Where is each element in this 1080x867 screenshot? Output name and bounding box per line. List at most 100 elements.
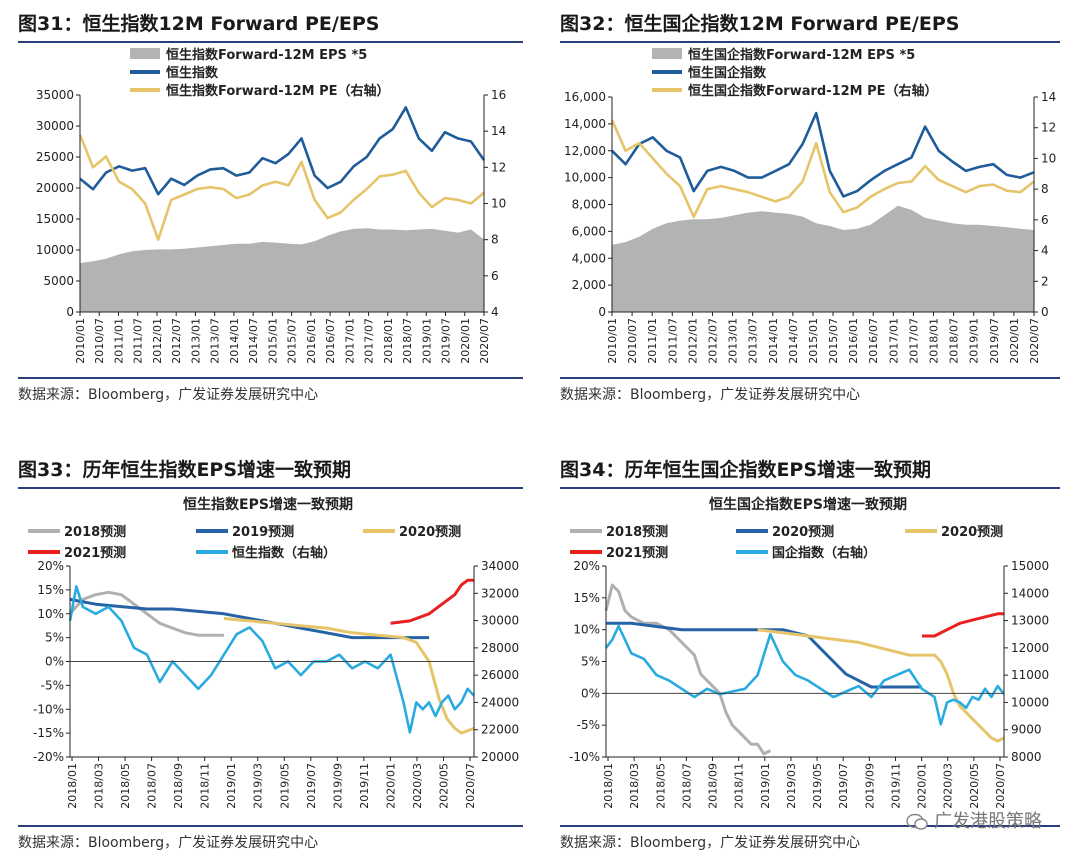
y-tick-label-right: 15000 (1011, 559, 1049, 573)
legend-label: 2020预测 (399, 524, 461, 540)
x-tick-label: 2010/01 (606, 318, 619, 364)
chart-svg: 恒生指数Forward-12M EPS *5 恒生指数恒生指数Forward-12… (36, 47, 506, 364)
x-tick-label: 2015/07 (286, 318, 299, 364)
x-tick-label: 2020/07 (1028, 318, 1041, 364)
x-tick-label: 2018/01 (928, 318, 941, 364)
wechat-icon (906, 813, 928, 830)
x-tick-label: 2011/01 (646, 318, 659, 364)
y-tick-label-right: 6 (491, 269, 499, 283)
source-note: 数据来源：Bloomberg，广发证券发展研究中心 (18, 387, 319, 403)
x-tick-label: 2018/01 (66, 763, 79, 809)
y-tick-label-right: 9000 (1011, 723, 1042, 737)
x-tick-label: 2013/07 (209, 318, 222, 364)
x-tick-label: 2019/07 (837, 763, 850, 809)
y-tick-label-right: 12000 (1011, 641, 1049, 655)
x-tick-label: 2018/07 (146, 763, 159, 809)
y-tick-label-left: 0% (581, 686, 600, 700)
y-tick-label-left: 16,000 (564, 90, 606, 104)
y-tick-label-left: 10000 (36, 243, 74, 257)
x-tick-label: 2019/09 (331, 763, 344, 809)
chart-title: 图33：历年恒生指数EPS增速一致预期 (18, 459, 352, 481)
y-tick-label-left: 15000 (36, 212, 74, 226)
y-tick-label-left: 14,000 (564, 117, 606, 131)
x-tick-label: 2017/07 (363, 318, 376, 364)
pe-line (610, 119, 1035, 219)
x-tick-label: 2019/03 (252, 763, 265, 809)
y-tick-label-right: 14 (1041, 90, 1056, 104)
y-tick-label-left: 0 (598, 305, 606, 319)
y-tick-label-left: 8,000 (572, 198, 606, 212)
y-tick-label-right: 24000 (481, 695, 519, 709)
y-tick-label-right: 4 (1041, 244, 1049, 258)
eps-area (80, 228, 484, 312)
x-tick-label: 2015/01 (266, 318, 279, 364)
x-tick-label: 2012/07 (170, 318, 183, 364)
y-tick-label-left: 15% (573, 591, 600, 605)
series-line-2 (757, 628, 1005, 743)
y-tick-label-left: 25000 (36, 150, 74, 164)
y-tick-label-right: 13000 (1011, 614, 1049, 628)
x-tick-label: 2019/05 (278, 763, 291, 809)
y-tick-label-left: 6,000 (572, 224, 606, 238)
x-tick-label: 2013/01 (727, 318, 740, 364)
x-tick-label: 2018/09 (707, 763, 720, 809)
x-tick-label: 2020/01 (916, 763, 929, 809)
y-tick-label-right: 8 (1041, 182, 1049, 196)
x-tick-label: 2018/01 (382, 318, 395, 364)
x-tick-label: 2019/07 (988, 318, 1001, 364)
x-tick-label: 2011/01 (112, 318, 125, 364)
series-line-3 (921, 612, 1004, 638)
title-rule (560, 487, 1060, 489)
y-tick-label-right: 10 (491, 197, 506, 211)
y-tick-label-right: 20000 (481, 750, 519, 764)
series-line-3 (390, 578, 474, 625)
series-line-0 (68, 590, 224, 637)
legend-label: 恒生国企指数Forward-12M EPS *5 (688, 47, 915, 63)
panel-33: 图33：历年恒生指数EPS增速一致预期 恒生指数EPS增速一致预期 2018预测 2… (18, 452, 523, 857)
y-tick-label-right: 16 (491, 88, 506, 102)
y-tick-label-left: 5% (581, 655, 600, 669)
panel-31: 图31：恒生指数12M Forward PE/EPS 恒生指数Forward-1… (18, 6, 523, 406)
chart-inner-title: 恒生国企指数EPS增速一致预期 (709, 496, 907, 513)
x-tick-label: 2010/01 (74, 318, 87, 364)
eps-area (612, 205, 1034, 312)
source-note: 数据来源：Bloomberg，广发证券发展研究中心 (560, 835, 861, 851)
legend-label: 2020预测 (772, 524, 834, 540)
source-note: 数据来源：Bloomberg，广发证券发展研究中心 (560, 387, 861, 403)
x-tick-label: 2019/05 (811, 763, 824, 809)
x-tick-label: 2020/07 (478, 318, 491, 364)
x-tick-label: 2019/01 (968, 318, 981, 364)
x-tick-label: 2012/01 (151, 318, 164, 364)
y-tick-label-left: 0 (66, 305, 74, 319)
y-tick-label-left: 15% (37, 583, 64, 597)
x-tick-label: 2019/01 (225, 763, 238, 809)
x-tick-label: 2018/07 (401, 318, 414, 364)
x-tick-label: 2019/11 (889, 763, 902, 809)
x-tick-label: 2012/07 (706, 318, 719, 364)
x-tick-label: 2019/07 (440, 318, 453, 364)
source-rule (18, 825, 523, 827)
x-tick-label: 2019/03 (785, 763, 798, 809)
legend-label: 恒生指数Forward-12M PE（右轴） (166, 83, 390, 99)
x-tick-label: 2015/01 (807, 318, 820, 364)
x-tick-label: 2010/07 (93, 318, 106, 364)
x-tick-label: 2019/11 (358, 763, 371, 809)
y-tick-label-left: 2,000 (572, 278, 606, 292)
y-tick-label-left: -20% (33, 750, 64, 764)
y-tick-label-left: 12,000 (564, 144, 606, 158)
y-tick-label-right: 28000 (481, 641, 519, 655)
x-tick-label: 2018/07 (948, 318, 961, 364)
x-tick-label: 2019/09 (863, 763, 876, 809)
y-tick-label-right: 14 (491, 124, 506, 138)
y-tick-label-right: 8 (491, 233, 499, 247)
legend-label: 国企指数（右轴） (772, 545, 876, 561)
x-tick-label: 2020/05 (968, 763, 981, 809)
x-tick-label: 2019/01 (420, 318, 433, 364)
x-tick-label: 2020/03 (942, 763, 955, 809)
series-line-4 (68, 585, 475, 734)
pe-line (78, 134, 485, 241)
chart-title: 图34：历年恒生国企指数EPS增速一致预期 (560, 459, 932, 481)
x-tick-label: 2020/07 (994, 763, 1007, 809)
source-rule (560, 825, 1060, 827)
legend-label: 2021预测 (64, 545, 126, 561)
